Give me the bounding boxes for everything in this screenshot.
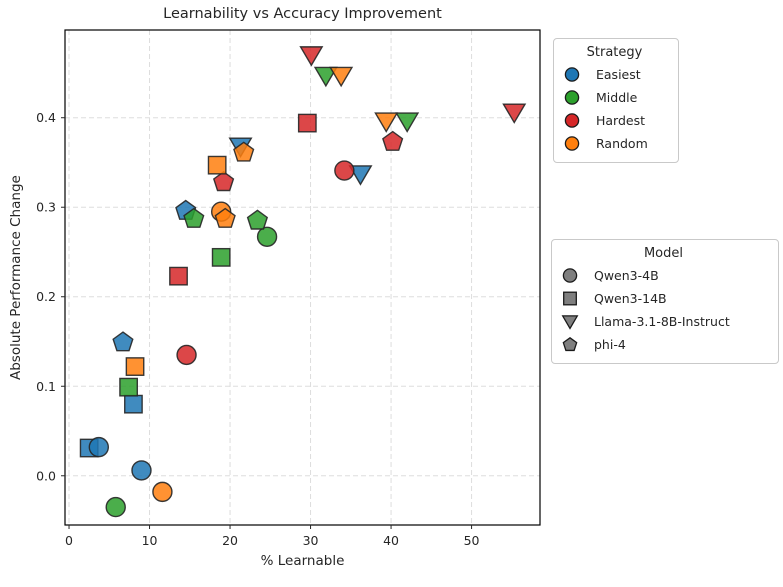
x-axis-label: % Learnable (260, 553, 345, 569)
axes-box (64, 29, 541, 526)
legend-item-llama-3-1-8b-instruct: Llama-3.1-8B-Instruct (561, 310, 766, 333)
triangle-down-marker-shape (561, 315, 579, 330)
legend-item-easiest: Easiest (563, 63, 666, 86)
circle-marker-shape (564, 67, 580, 82)
scatter-point-easiest-qwen3-4b (88, 436, 110, 458)
scatter-point-easiest-qwen3-4b (131, 460, 152, 481)
y-tick-label: 0.2 (36, 289, 56, 304)
scatter-point-easiest-llama-3.1-8b-instruct (348, 165, 373, 186)
legend-item-label: Easiest (596, 67, 641, 82)
scatter-point-middle-qwen3-14b (211, 247, 231, 267)
legend-item-phi-4: phi-4 (561, 333, 766, 356)
x-tick-label: 40 (383, 533, 399, 548)
scatter-point-easiest-qwen3-14b (124, 394, 143, 414)
legend-item-qwen3-14b: Qwen3-14B (561, 287, 766, 310)
square-marker-icon (563, 291, 577, 306)
scatter-point-random-llama-3.1-8b-instruct (329, 66, 354, 88)
scatter-point-random-phi-4 (214, 207, 236, 228)
legend-item-label: Random (596, 136, 648, 151)
legend-model-items: Qwen3-4B Qwen3-14B Llama-3.1-8B-Instruct ph… (561, 264, 766, 356)
circle-marker-icon (564, 136, 580, 151)
circle-marker-icon (564, 67, 580, 82)
chart-title: Learnability vs Accuracy Improvement (163, 6, 442, 22)
scatter-point-random-qwen3-14b (125, 357, 145, 376)
legend-item-label: phi-4 (594, 337, 626, 352)
scatter-point-hardest-llama-3.1-8b-instruct (502, 103, 527, 124)
circle-marker-icon (564, 113, 580, 128)
scatter-point-hardest-qwen3-14b (169, 266, 188, 286)
legend-item-random: Random (563, 132, 666, 155)
y-tick-label: 0.3 (36, 200, 56, 215)
legend-item-hardest: Hardest (563, 109, 666, 132)
scatter-point-middle-qwen3-4b (105, 496, 126, 518)
y-tick-label: 0.4 (36, 110, 56, 125)
circle-marker-shape (564, 113, 580, 128)
pentagon-marker-shape (562, 336, 578, 352)
scatter-point-hardest-llama-3.1-8b-instruct (299, 46, 324, 67)
circle-marker-shape (562, 268, 578, 283)
scatter-point-random-llama-3.1-8b-instruct (374, 112, 399, 133)
x-tick-label: 10 (142, 533, 158, 548)
legend-item-label: Qwen3-4B (594, 268, 659, 283)
x-tick-label: 20 (222, 533, 238, 548)
scatter-point-middle-phi-4 (183, 207, 205, 228)
scatter-point-random-qwen3-14b (207, 155, 227, 175)
legend-strategy-items: Easiest Middle Hardest Random (563, 63, 666, 155)
scatter-point-middle-llama-3.1-8b-instruct (395, 112, 420, 133)
x-tick-label: 30 (303, 533, 319, 548)
circle-marker-icon (564, 90, 580, 105)
x-tick-label: 0 (65, 533, 73, 548)
circle-marker-icon (562, 268, 578, 283)
scatter-point-hardest-qwen3-14b (297, 113, 317, 133)
legend-item-qwen3-4b: Qwen3-4B (561, 264, 766, 287)
legend-item-label: Llama-3.1-8B-Instruct (594, 314, 730, 329)
y-axis-label: Absolute Performance Change (8, 175, 24, 380)
scatter-point-hardest-phi-4 (382, 130, 404, 151)
scatter-point-hardest-qwen3-4b (334, 160, 355, 181)
legend-item-label: Qwen3-14B (594, 291, 667, 306)
pentagon-marker-icon (562, 336, 578, 352)
y-tick-label: 0.1 (36, 379, 56, 394)
legend-item-label: Middle (596, 90, 638, 105)
x-tick-label: 50 (464, 533, 480, 548)
scatter-point-middle-llama-3.1-8b-instruct (313, 66, 338, 88)
scatter-point-random-qwen3-4b (152, 481, 173, 503)
scatter-point-middle-phi-4 (246, 209, 269, 230)
legend-item-label: Hardest (596, 113, 646, 128)
circle-marker-shape (564, 136, 580, 151)
scatter-point-hardest-phi-4 (212, 171, 235, 192)
triangle-down-marker-icon (561, 315, 579, 330)
scatter-point-hardest-qwen3-4b (176, 344, 197, 366)
y-tick-label: 0.0 (36, 468, 56, 483)
square-marker-shape (563, 291, 577, 306)
scatter-point-middle-qwen3-4b (256, 226, 278, 247)
legend-strategy-title: Strategy (586, 45, 643, 60)
legend-model-title: Model (643, 246, 684, 261)
circle-marker-shape (564, 90, 580, 105)
scatter-point-middle-qwen3-14b (119, 377, 139, 397)
scatter-point-random-phi-4 (233, 141, 255, 162)
legend-model: Model Qwen3-4B Qwen3-14B Llama-3.1-8B-Inst… (551, 239, 779, 364)
legend-item-middle: Middle (563, 86, 666, 109)
legend-strategy: Strategy Easiest Middle Hardest Random (553, 38, 679, 163)
scatter-point-easiest-phi-4 (112, 331, 134, 352)
